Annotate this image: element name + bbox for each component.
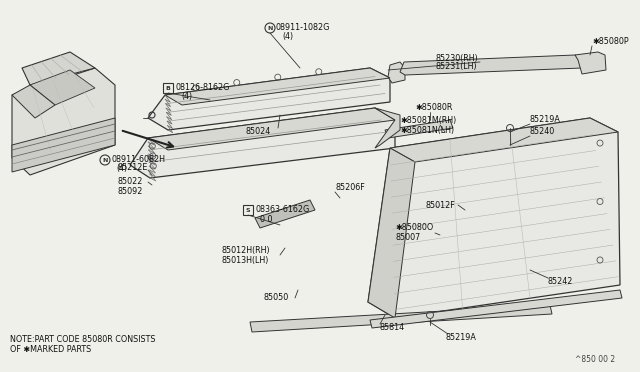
Text: 85092: 85092 [118,187,143,196]
Polygon shape [165,68,390,105]
Polygon shape [130,108,395,178]
Polygon shape [370,290,622,328]
Text: S: S [246,208,250,212]
Text: 85230(RH): 85230(RH) [435,54,477,62]
Text: 85050: 85050 [263,294,288,302]
Text: ✱85080O: ✱85080O [395,224,433,232]
Text: 85024: 85024 [245,128,270,137]
Text: 85206F: 85206F [335,183,365,192]
Polygon shape [375,108,400,148]
Text: 85219A: 85219A [530,115,561,125]
Text: 08911-6082H: 08911-6082H [112,155,166,164]
Polygon shape [368,118,620,318]
Polygon shape [12,118,115,172]
Text: (4): (4) [181,93,192,102]
Text: 08126-8162G: 08126-8162G [175,83,229,93]
Polygon shape [148,68,390,130]
Text: NOTE:PART CODE 85080R CONSISTS: NOTE:PART CODE 85080R CONSISTS [10,336,156,344]
Text: 85212E: 85212E [118,164,148,173]
Polygon shape [368,148,415,318]
Text: 85012H(RH): 85012H(RH) [222,246,271,254]
Text: (4): (4) [282,32,293,41]
Text: 85814: 85814 [380,324,405,333]
Polygon shape [388,62,405,83]
Text: B: B [166,86,170,90]
Text: 85219A: 85219A [445,334,476,343]
Bar [163,83,173,93]
Text: ✱85080R: ✱85080R [415,103,452,112]
Text: 85242: 85242 [548,278,573,286]
Text: 85013H(LH): 85013H(LH) [222,256,269,264]
Text: 08911-1082G: 08911-1082G [276,23,330,32]
Polygon shape [148,108,395,150]
Text: ✱85081N(LH): ✱85081N(LH) [400,125,454,135]
Text: 85012F: 85012F [425,201,455,209]
Polygon shape [385,120,453,138]
Text: 85231(LH): 85231(LH) [435,62,477,71]
Text: ✱85080P: ✱85080P [592,38,628,46]
Polygon shape [390,118,618,162]
Text: 0 0: 0 0 [260,215,273,224]
Bar [243,205,253,215]
Text: N: N [102,157,108,163]
Text: 85022: 85022 [118,177,143,186]
Text: 85007: 85007 [395,234,420,243]
Text: 85240: 85240 [530,128,556,137]
Polygon shape [30,70,95,105]
Text: N: N [268,26,273,31]
Polygon shape [575,52,606,74]
Text: ^850 00 2: ^850 00 2 [575,356,615,365]
Text: 08363-6162G: 08363-6162G [255,205,309,215]
Polygon shape [255,200,315,228]
Text: OF ✱MARKED PARTS: OF ✱MARKED PARTS [10,346,92,355]
Text: ✱85081M(RH): ✱85081M(RH) [400,115,456,125]
Polygon shape [22,52,95,85]
Polygon shape [400,55,582,75]
Text: (4): (4) [116,164,127,173]
Polygon shape [12,85,55,118]
Polygon shape [250,305,552,332]
Polygon shape [12,68,115,175]
